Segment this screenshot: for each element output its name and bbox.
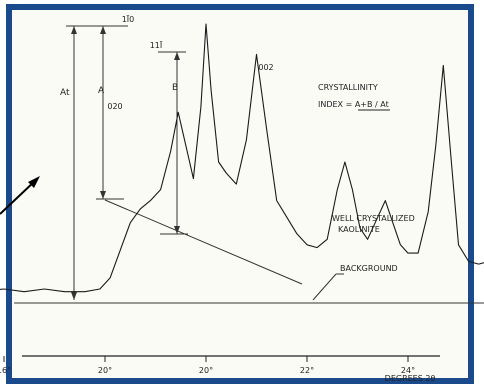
peak-label: 020 <box>107 102 122 111</box>
background-pointer-line <box>312 273 337 301</box>
background-label: BACKGROUND <box>340 264 398 273</box>
x-tick-label: 22° <box>300 366 314 375</box>
pointer-arrow <box>0 179 37 215</box>
x-tick-label: 24° <box>401 366 415 375</box>
figure-frame <box>6 4 474 384</box>
at-label: At <box>60 88 70 98</box>
pointer-arrow-head <box>28 176 40 188</box>
a-measure-line-head-bottom <box>100 191 106 199</box>
crystallinity-title: CRYSTALLINITY <box>318 83 378 92</box>
b-measure-line-head-top <box>174 52 180 60</box>
b-measure-line-head-bottom <box>174 226 180 234</box>
peak-label: 11Ī <box>150 40 163 50</box>
x-axis-label: DEGREES 2θ <box>385 374 436 383</box>
peak-label: 002 <box>258 63 273 72</box>
x-tick-label: 16° <box>0 366 11 375</box>
b-label: B <box>172 83 178 93</box>
sample-label-line2: KAOLINITE <box>338 225 380 234</box>
x-tick-label: 20° <box>199 366 213 375</box>
x-tick-label: 20° <box>98 366 112 375</box>
index-formula: INDEX = A+B / At <box>318 100 389 109</box>
at-measure-line-head-top <box>71 26 77 34</box>
sample-label-line1: WELL CRYSTALLIZED <box>332 214 415 223</box>
diffraction-trace <box>0 23 484 293</box>
measurement-guides <box>14 25 484 304</box>
a-label: A <box>98 86 105 96</box>
chart-labels: 020 1Ī0 11Ī 002 At A B CRYSTALLINITY INDEX = A+B… <box>60 14 415 273</box>
at-measure-line-head-bottom <box>71 292 77 300</box>
x-axis: 16°20°20°22°24°26°28°DEGREES 2θ <box>0 355 440 383</box>
a-measure-line-head-top <box>100 26 106 34</box>
peak-label: 1Ī0 <box>122 14 135 24</box>
background-tangent-line <box>104 199 303 285</box>
